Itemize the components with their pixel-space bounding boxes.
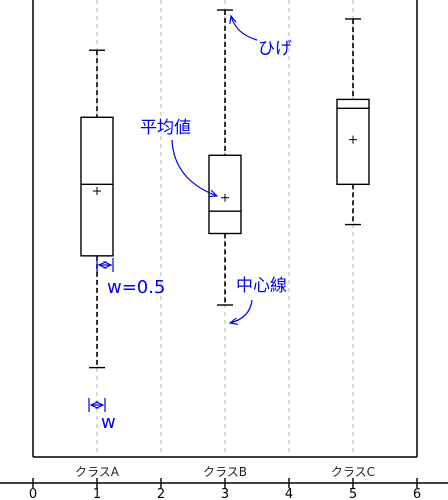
box-rect [80, 116, 114, 257]
x-tick-label: 0 [29, 487, 37, 500]
boxes [80, 9, 370, 369]
x-tick-label: 3 [221, 487, 229, 500]
box-2 [208, 9, 242, 306]
category-label: クラスC [331, 465, 375, 479]
x-tick-label: 5 [349, 487, 357, 500]
x-axis: クラスA クラスB クラスC 0 1 2 3 4 5 6 [0, 465, 448, 500]
box-1 [80, 49, 114, 369]
x-tick-label: 1 [93, 487, 101, 500]
box-3 [336, 18, 370, 226]
category-label: クラスA [75, 465, 120, 479]
x-tick-label: 4 [285, 487, 293, 500]
annotation-median: 中心線 [236, 276, 287, 296]
annotation-box-width: w=0.5 [107, 277, 165, 298]
annotation-mean: 平均値 [140, 118, 191, 138]
annotation-whisker-arrow [231, 16, 258, 41]
annotation-mean-arrow [171, 139, 217, 196]
annotation-median-arrow [230, 299, 253, 323]
category-label: クラスB [203, 465, 247, 479]
x-tick-label: 6 [413, 487, 421, 500]
plot-frame [32, 0, 418, 458]
annotation-cap-width: w [101, 412, 116, 433]
x-tick-label: 2 [157, 487, 165, 500]
annotation-whisker: ひげ [258, 39, 292, 59]
